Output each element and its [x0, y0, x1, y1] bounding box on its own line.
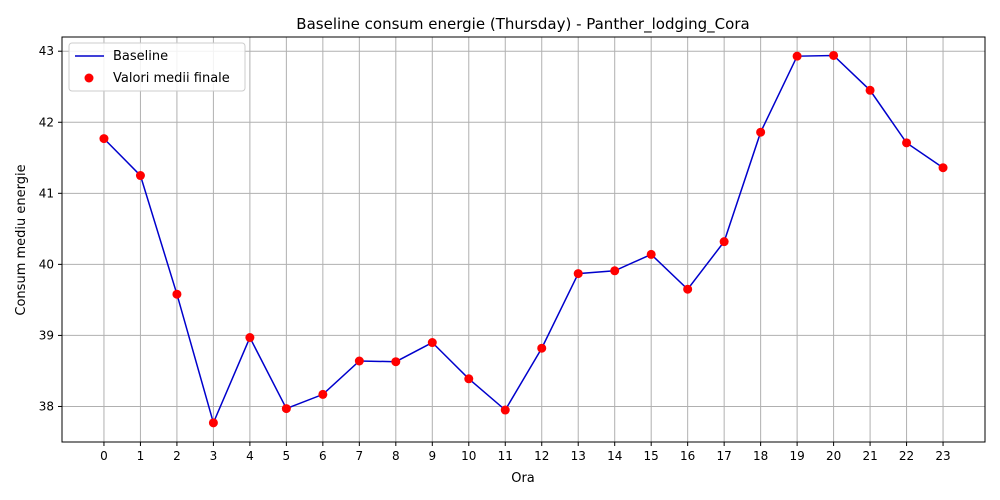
- final-value-point: [719, 237, 729, 247]
- x-tick-label: 10: [461, 449, 476, 463]
- x-tick-label: 9: [428, 449, 436, 463]
- final-value-point: [792, 51, 802, 61]
- x-tick-label: 15: [644, 449, 659, 463]
- final-value-point: [318, 389, 328, 399]
- final-value-point: [902, 138, 912, 148]
- chart-title: Baseline consum energie (Thursday) - Pan…: [296, 15, 749, 34]
- x-axis: 0 1 2 3 4 5 6 7 8 9 10 11 12 13 14 15 16 17 18 19 20 21 22 23: [100, 442, 951, 463]
- x-tick-label: 13: [571, 449, 586, 463]
- final-value-point: [208, 418, 218, 428]
- final-value-point: [245, 333, 255, 343]
- final-values-series: [99, 50, 948, 428]
- x-tick-label: 1: [137, 449, 145, 463]
- grid: [62, 37, 985, 442]
- final-value-point: [500, 405, 510, 415]
- x-tick-label: 5: [283, 449, 291, 463]
- legend-label-final-values: Valori medii finale: [113, 71, 230, 86]
- legend-box: [68, 42, 246, 92]
- x-tick-label: 20: [826, 449, 841, 463]
- final-value-point: [756, 127, 766, 137]
- final-value-point: [573, 269, 583, 279]
- final-value-point: [865, 85, 875, 95]
- y-tick-label: 38: [39, 399, 54, 413]
- final-value-point: [427, 338, 437, 348]
- x-tick-label: 16: [680, 449, 695, 463]
- y-tick-label: 43: [39, 44, 54, 58]
- x-tick-label: 2: [173, 449, 181, 463]
- y-tick-label: 41: [39, 186, 54, 200]
- legend: Baseline Valori medii finale: [68, 42, 246, 92]
- x-tick-label: 12: [534, 449, 549, 463]
- final-value-point: [391, 357, 401, 367]
- y-tick-label: 39: [39, 328, 54, 342]
- x-tick-label: 0: [100, 449, 108, 463]
- y-tick-label: 42: [39, 115, 54, 129]
- baseline-series: [103, 54, 944, 426]
- x-tick-label: 11: [498, 449, 513, 463]
- plot-frame: [61, 36, 986, 443]
- final-value-point: [829, 50, 839, 60]
- x-tick-label: 21: [862, 449, 877, 463]
- x-tick-label: 3: [210, 449, 218, 463]
- y-tick-label: 40: [39, 257, 54, 271]
- x-tick-label: 23: [935, 449, 950, 463]
- final-value-point: [99, 134, 109, 144]
- final-value-point: [646, 249, 656, 259]
- final-value-point: [537, 343, 547, 353]
- x-axis-label: Ora: [511, 471, 535, 486]
- x-tick-label: 17: [717, 449, 732, 463]
- x-tick-label: 7: [356, 449, 364, 463]
- final-value-point: [172, 289, 182, 299]
- legend-label-baseline: Baseline: [113, 49, 168, 64]
- legend-marker-swatch: [84, 73, 94, 83]
- final-value-point: [938, 163, 948, 173]
- y-axis: 38 39 40 41 42 43: [39, 44, 62, 413]
- x-tick-label: 18: [753, 449, 768, 463]
- x-tick-label: 22: [899, 449, 914, 463]
- baseline-line: [103, 54, 944, 426]
- final-value-point: [464, 374, 474, 384]
- final-value-point: [281, 404, 291, 414]
- x-tick-label: 14: [607, 449, 622, 463]
- final-value-point: [610, 266, 620, 276]
- final-value-point: [354, 356, 364, 366]
- x-tick-label: 19: [789, 449, 804, 463]
- x-tick-label: 6: [319, 449, 327, 463]
- x-tick-label: 4: [246, 449, 254, 463]
- x-tick-label: 8: [392, 449, 400, 463]
- final-value-point: [683, 284, 693, 294]
- final-value-point: [135, 171, 145, 181]
- y-axis-label: Consum mediu energie: [14, 164, 29, 315]
